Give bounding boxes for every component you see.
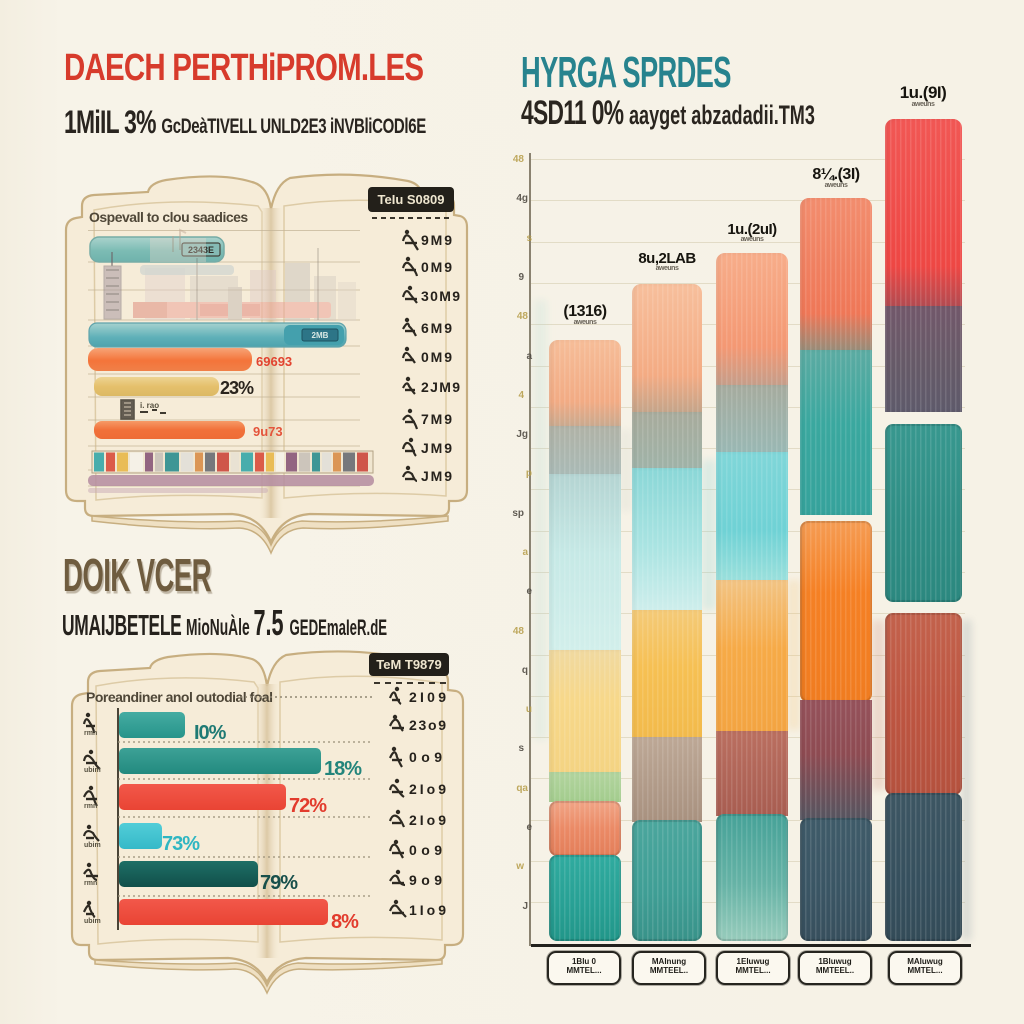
svg-text:1Io9: 1Io9 [409, 902, 446, 918]
svg-text:Ospevall to clou saadices: Ospevall to clou saadices [89, 209, 248, 225]
svg-text:69693: 69693 [256, 354, 292, 369]
svg-text:2JM9: 2JM9 [421, 379, 460, 395]
svg-text:rmn: rmn [84, 803, 97, 810]
svg-text:rmn: rmn [84, 880, 97, 887]
svg-text:9o9: 9o9 [409, 872, 442, 888]
svg-text:2Io9: 2Io9 [409, 781, 446, 797]
svg-text:72%: 72% [289, 795, 327, 817]
svg-text:i. rao: i. rao [140, 401, 159, 410]
svg-text:rmn: rmn [84, 730, 97, 737]
svg-text:23o9: 23o9 [409, 717, 446, 733]
svg-text:ubim: ubim [84, 842, 101, 849]
svg-text:0o9: 0o9 [409, 749, 442, 765]
svg-text:23%: 23% [220, 378, 254, 398]
svg-text:2343E: 2343E [188, 245, 214, 255]
svg-text:JM9: JM9 [421, 468, 452, 484]
svg-text:0M9: 0M9 [421, 349, 452, 365]
svg-text:9u73: 9u73 [253, 424, 283, 439]
svg-text:6M9: 6M9 [421, 320, 452, 336]
svg-text:0M9: 0M9 [421, 259, 452, 275]
svg-text:2I09: 2I09 [409, 689, 446, 705]
svg-text:ubim: ubim [84, 767, 101, 774]
svg-text:ubim: ubim [84, 918, 101, 925]
svg-text:2Io9: 2Io9 [409, 812, 446, 828]
svg-text:8%: 8% [331, 911, 359, 933]
svg-text:30M9: 30M9 [421, 288, 460, 304]
svg-text:73%: 73% [162, 833, 200, 855]
svg-text:JM9: JM9 [421, 440, 452, 456]
svg-text:9M9: 9M9 [421, 232, 452, 248]
svg-text:TeIu S0809: TeIu S0809 [378, 192, 445, 207]
svg-text:0o9: 0o9 [409, 842, 442, 858]
svg-text:2MB: 2MB [312, 331, 329, 340]
svg-text:I0%: I0% [194, 722, 227, 744]
svg-text:7M9: 7M9 [421, 411, 452, 427]
svg-text:Poreandiner anol outodial foal: Poreandiner anol outodial foal [86, 689, 272, 705]
svg-text:TeM T9879: TeM T9879 [376, 657, 442, 672]
svg-text:18%: 18% [324, 758, 362, 780]
svg-text:79%: 79% [260, 872, 298, 894]
